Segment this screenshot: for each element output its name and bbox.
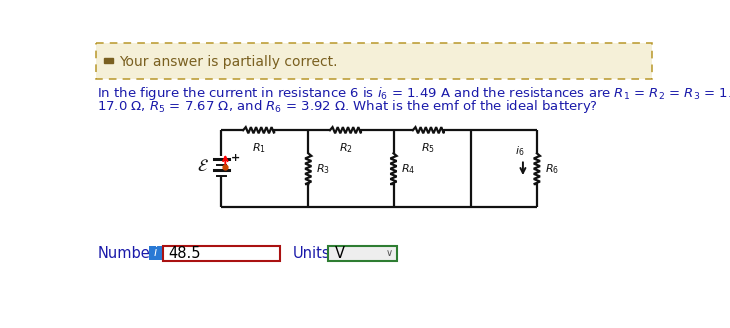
- Text: In the figure the current in resistance 6 is $i_6$ = 1.49 A and the resistances : In the figure the current in resistance …: [97, 85, 730, 102]
- Bar: [164, 246, 280, 261]
- Bar: [104, 58, 113, 63]
- Text: i: i: [154, 246, 157, 259]
- Text: Your answer is partially correct.: Your answer is partially correct.: [119, 55, 338, 70]
- Text: $i_6$: $i_6$: [515, 144, 525, 158]
- Text: ∨: ∨: [386, 248, 393, 258]
- Text: Number: Number: [97, 246, 156, 261]
- Text: $R_3$: $R_3$: [316, 162, 330, 175]
- Text: $R_2$: $R_2$: [339, 141, 353, 155]
- Text: $R_6$: $R_6$: [545, 162, 558, 175]
- Text: +: +: [231, 153, 240, 163]
- Bar: [149, 246, 163, 259]
- FancyBboxPatch shape: [96, 43, 653, 79]
- Bar: [328, 246, 397, 261]
- Text: 17.0 Ω, $R_5$ = 7.67 Ω, and $R_6$ = 3.92 Ω. What is the emf of the ideal battery: 17.0 Ω, $R_5$ = 7.67 Ω, and $R_6$ = 3.92…: [97, 98, 599, 115]
- Text: $R_5$: $R_5$: [421, 141, 435, 155]
- Text: Units: Units: [293, 246, 331, 261]
- Text: 48.5: 48.5: [169, 246, 201, 261]
- Text: $\mathcal{E}$: $\mathcal{E}$: [197, 157, 209, 175]
- Text: $R_1$: $R_1$: [252, 141, 266, 155]
- Text: V: V: [335, 246, 345, 261]
- Text: $R_4$: $R_4$: [402, 162, 415, 175]
